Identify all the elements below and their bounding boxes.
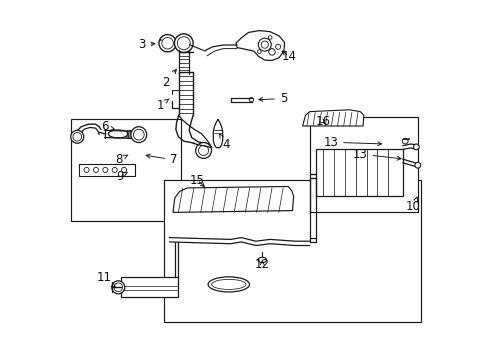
Text: 14: 14	[281, 50, 296, 63]
Circle shape	[131, 127, 147, 143]
Text: 5: 5	[259, 92, 287, 105]
Text: 8: 8	[115, 153, 128, 166]
Text: 9: 9	[116, 170, 127, 183]
Text: 13: 13	[323, 136, 382, 149]
Bar	[164, 180, 421, 322]
Circle shape	[415, 162, 421, 168]
Circle shape	[414, 144, 419, 150]
Text: 6: 6	[101, 120, 115, 133]
Text: 2: 2	[162, 69, 176, 89]
Text: 4: 4	[220, 134, 230, 150]
Text: 13: 13	[353, 148, 401, 161]
Text: 3: 3	[138, 39, 155, 51]
Polygon shape	[173, 186, 294, 212]
Ellipse shape	[208, 277, 249, 292]
Bar	[316, 149, 403, 196]
Text: 15: 15	[190, 174, 204, 186]
Text: 12: 12	[255, 258, 270, 271]
Ellipse shape	[258, 257, 267, 263]
Text: 11: 11	[97, 271, 115, 287]
Text: 1: 1	[157, 99, 169, 112]
Text: 7: 7	[146, 153, 177, 166]
Polygon shape	[236, 31, 285, 60]
Bar	[121, 277, 178, 297]
Circle shape	[71, 130, 84, 143]
Circle shape	[174, 34, 193, 53]
Text: 10: 10	[406, 197, 421, 213]
Circle shape	[159, 35, 176, 52]
Polygon shape	[303, 110, 364, 126]
Circle shape	[112, 281, 125, 294]
Circle shape	[196, 143, 212, 158]
Bar	[72, 119, 181, 221]
Text: 16: 16	[316, 115, 331, 128]
Circle shape	[402, 138, 408, 144]
Bar	[79, 164, 135, 176]
Bar	[310, 117, 418, 212]
